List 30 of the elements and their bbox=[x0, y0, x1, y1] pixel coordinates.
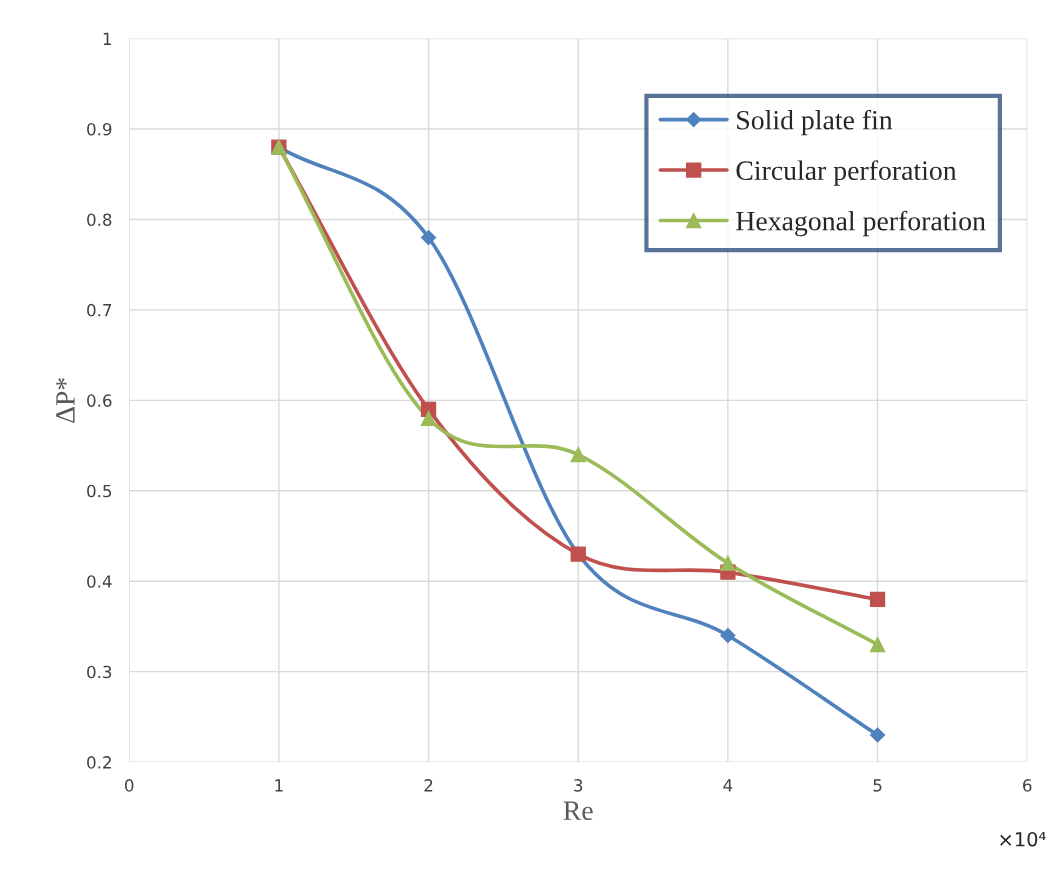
x-tick-label: 4 bbox=[723, 779, 733, 792]
y-tick-label: 0.2 bbox=[87, 756, 111, 769]
y-tick-label: 0.3 bbox=[87, 665, 112, 679]
y-tick-label: 0.5 bbox=[87, 484, 112, 498]
x-tick-label: 3 bbox=[574, 779, 583, 792]
legend-label: Circular perforation bbox=[736, 160, 957, 186]
text: ×10⁴ bbox=[1000, 831, 1046, 847]
x-tick-label: 5 bbox=[873, 779, 882, 792]
y-tick-label: 0.9 bbox=[87, 122, 112, 136]
y-axis-title: ΔP* bbox=[56, 378, 75, 423]
point bbox=[869, 727, 886, 743]
point bbox=[420, 410, 437, 427]
point bbox=[869, 591, 886, 607]
y-tick-label: 1 bbox=[103, 32, 111, 45]
point bbox=[869, 636, 886, 653]
x-tick-label: 1 bbox=[275, 779, 283, 792]
point bbox=[570, 446, 586, 463]
x-tick-label: 0 bbox=[124, 779, 134, 792]
x-axis-title: Re bbox=[563, 801, 593, 821]
point bbox=[720, 555, 736, 571]
x-tick-label: 2 bbox=[424, 779, 433, 792]
y-tick-label: 0.7 bbox=[87, 303, 112, 317]
y-tick-label: 0.4 bbox=[87, 575, 112, 588]
x-tick-label: 6 bbox=[1023, 779, 1032, 792]
y-tick-label: 0.8 bbox=[87, 213, 112, 227]
point bbox=[420, 229, 437, 246]
point bbox=[720, 627, 736, 644]
legend-label: Hexagonal perforation bbox=[736, 210, 986, 237]
y-tick-label: 0.6 bbox=[87, 394, 112, 407]
legend-label: Solid plate fin bbox=[737, 109, 893, 136]
